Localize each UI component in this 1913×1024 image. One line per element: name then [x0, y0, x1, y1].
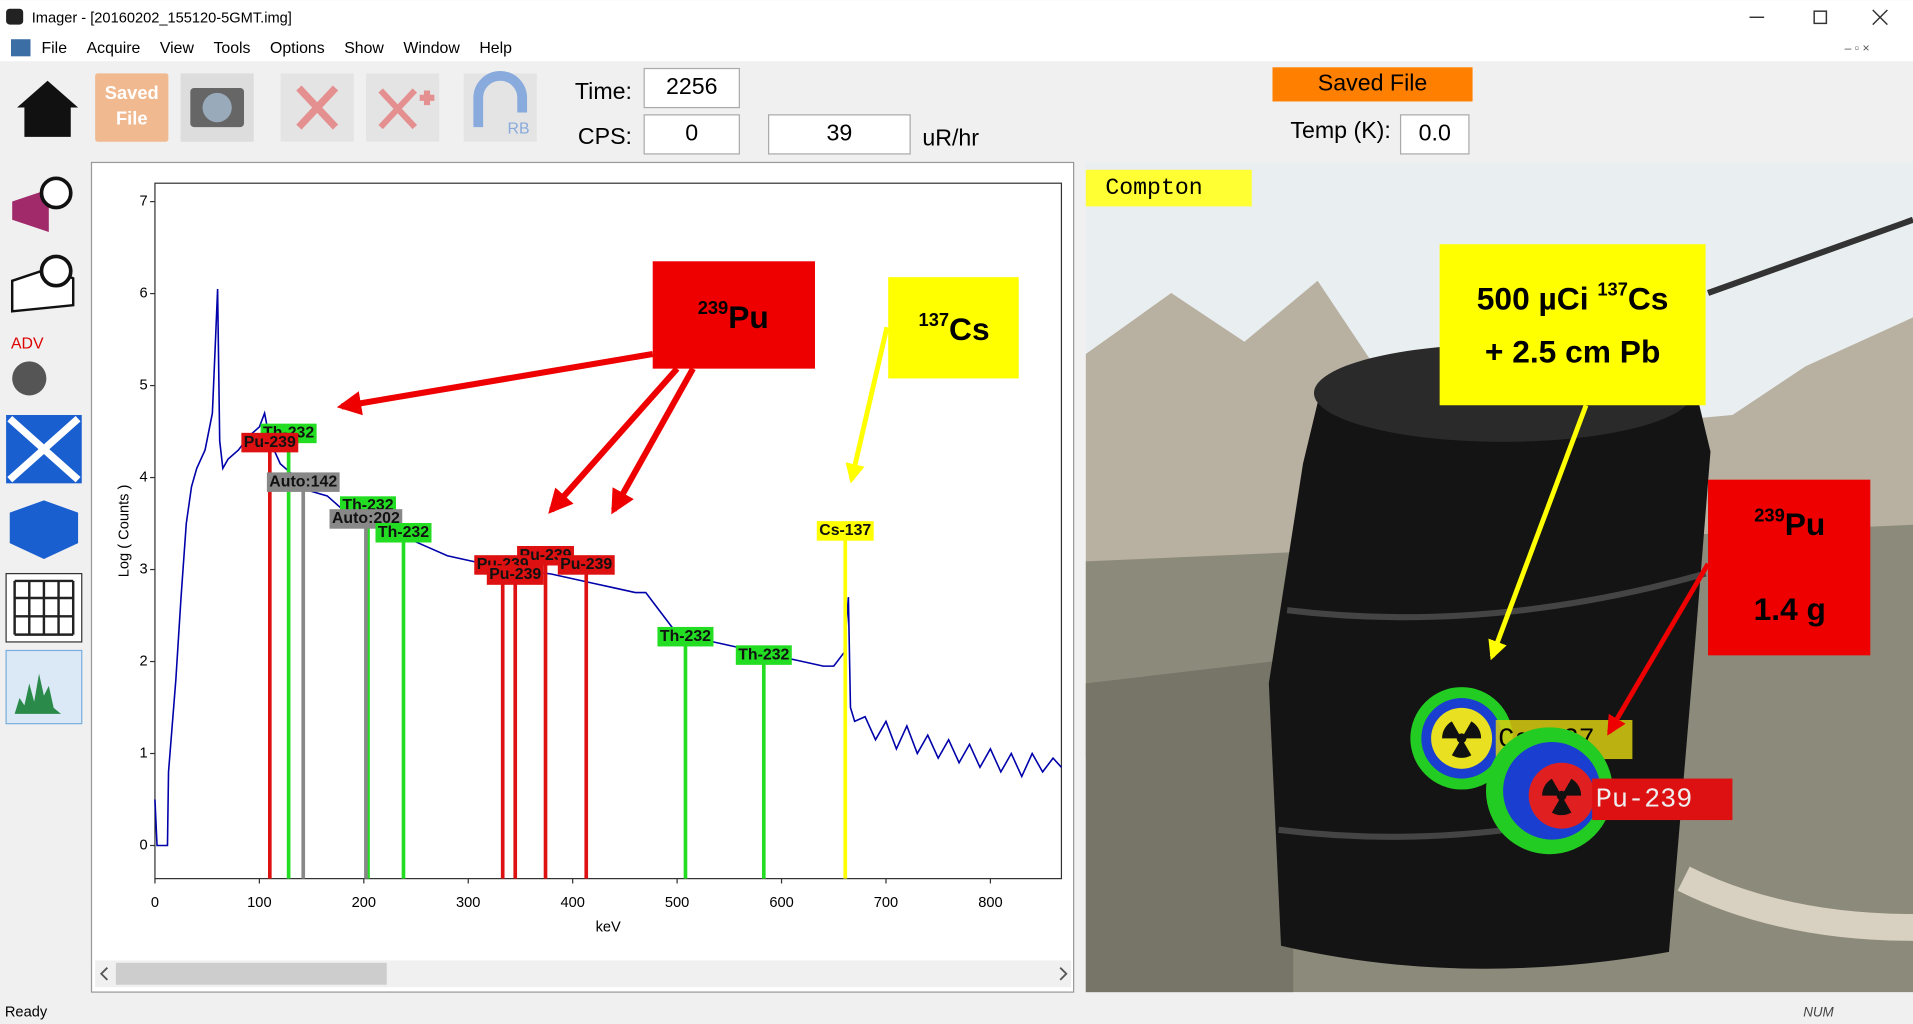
x-tick-label: 200 — [352, 895, 376, 911]
annotation: 500 µCi 137Cs — [1477, 278, 1669, 317]
annotation-sup: 239 — [1754, 504, 1785, 525]
annotation-text: Pu — [1785, 507, 1826, 543]
adv-label: ADV — [11, 335, 44, 352]
mode-label: Compton — [1105, 175, 1202, 201]
source-label: Pu-239 — [1596, 785, 1693, 815]
menu-item[interactable]: Show — [344, 40, 384, 57]
temp-value: 0.0 — [1419, 120, 1451, 146]
annotation-text: Cs — [1628, 281, 1669, 317]
menu-item[interactable]: Help — [479, 40, 512, 57]
peak-label: Th-232 — [738, 646, 789, 663]
app-window: Imager - [20160202_155120-5GMT.img] File… — [0, 0, 1913, 1024]
tool-icon — [41, 256, 70, 285]
x-tick-label: 600 — [769, 895, 793, 911]
peak-label: Pu-239 — [244, 434, 296, 451]
y-axis-label: Log ( Counts ) — [116, 485, 132, 578]
mdi-controls[interactable]: – ▫ × — [1845, 41, 1870, 55]
saved-file-label: Saved — [105, 82, 159, 103]
x-axis-label: keV — [596, 919, 621, 935]
doc-icon — [11, 39, 31, 56]
menu-item[interactable]: Acquire — [87, 40, 141, 57]
cps-value: 0 — [685, 120, 698, 146]
y-tick-label: 5 — [139, 377, 147, 393]
x-tick-label: 0 — [151, 895, 159, 911]
menu: File Acquire View Tools Options Show Window Hel… — [41, 40, 512, 57]
annotation-line: 1.4 g — [1754, 591, 1826, 627]
x-tick-label: 500 — [665, 895, 689, 911]
peak-label: Cs-137 — [819, 522, 871, 539]
camera-panel: Compton Cs-137 Pu-239 500 µCi 137Cs + 2.… — [1086, 162, 1913, 992]
saved-status-text: Saved File — [1318, 70, 1427, 96]
cps-label: CPS: — [578, 123, 632, 149]
peak-label: Th-232 — [660, 628, 711, 645]
y-tick-label: 4 — [139, 469, 147, 485]
annotation-box — [1440, 244, 1706, 405]
camera-lens — [203, 93, 232, 122]
y-tick-label: 7 — [139, 193, 147, 209]
annotation-line: + 2.5 cm Pb — [1485, 333, 1660, 369]
y-tick-label: 0 — [139, 837, 147, 853]
status-text: Ready — [5, 1005, 48, 1021]
annotation-sup: 239 — [698, 297, 729, 318]
peak-label: Th-232 — [378, 524, 429, 541]
menu-item[interactable]: Window — [403, 40, 460, 57]
status-num: NUM — [1803, 1004, 1834, 1019]
x-tick-label: 100 — [247, 895, 271, 911]
time-value: 2256 — [666, 73, 718, 99]
x-tick-label: 300 — [456, 895, 480, 911]
annotation-prefix: 500 µCi — [1477, 281, 1598, 317]
annotation-text: Pu — [728, 299, 769, 335]
status-bar — [0, 998, 1913, 1024]
annotation-text: Cs — [949, 311, 990, 347]
y-tick-label: 6 — [139, 285, 147, 301]
toolbar: Saved File RB Time: 2256 CPS: 0 39 uR/hr… — [12, 67, 1472, 154]
dose-value: 39 — [826, 120, 852, 146]
app-icon — [6, 9, 23, 25]
temp-label: Temp (K): — [1290, 117, 1390, 143]
x-tick-label: 400 — [560, 895, 584, 911]
rb-label: RB — [507, 121, 529, 138]
y-tick-label: 1 — [139, 745, 147, 761]
saved-file-label: File — [116, 108, 148, 129]
scroll-thumb[interactable] — [116, 963, 387, 985]
page: Imager - [20160202_155120-5GMT.img] File… — [0, 0, 1913, 1024]
dose-unit: uR/hr — [922, 124, 979, 150]
menu-item[interactable]: File — [41, 40, 67, 57]
y-tick-label: 2 — [139, 653, 147, 669]
time-label: Time: — [575, 78, 632, 104]
menu-item[interactable]: Options — [270, 40, 325, 57]
barrel — [1269, 363, 1711, 969]
y-tick-label: 3 — [139, 561, 147, 577]
menu-item[interactable]: Tools — [213, 40, 250, 57]
annotation-sup: 137 — [919, 309, 950, 330]
peak-label: Auto:142 — [269, 473, 337, 490]
tool-icon — [12, 361, 46, 395]
sidebar: ADV — [6, 171, 82, 724]
peak-label: Pu-239 — [489, 566, 541, 583]
window-title: Imager - [20160202_155120-5GMT.img] — [32, 10, 292, 26]
gravel — [1086, 659, 1293, 992]
annotation-sup: 137 — [1597, 278, 1628, 299]
menu-item[interactable]: View — [160, 40, 195, 57]
tool-icon — [41, 178, 70, 207]
x-tick-label: 800 — [978, 895, 1002, 911]
x-tick-label: 700 — [874, 895, 898, 911]
peak-label: Pu-239 — [560, 556, 612, 573]
